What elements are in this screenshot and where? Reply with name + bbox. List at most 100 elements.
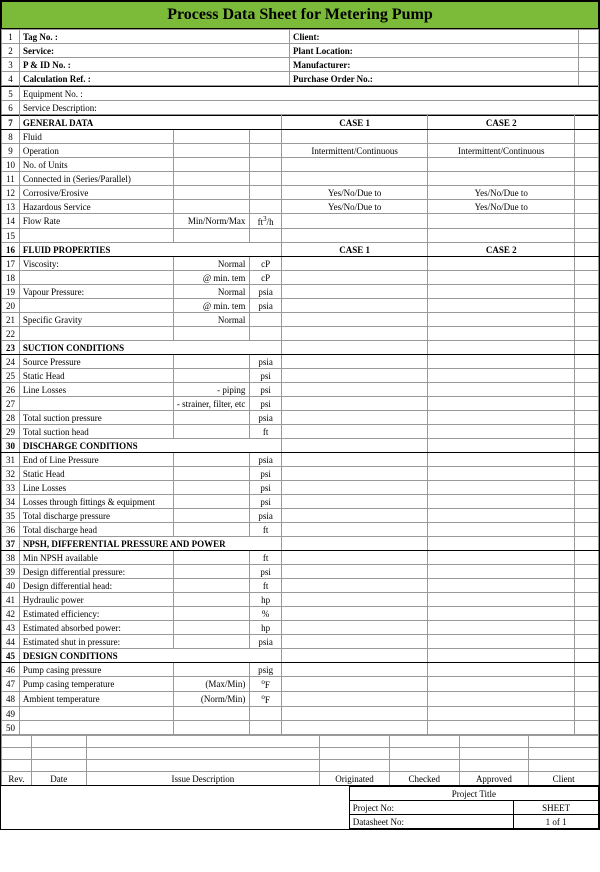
row-num: 19 xyxy=(2,285,20,299)
param-label: Ambient temperature xyxy=(19,692,173,707)
param-unit: hp xyxy=(250,621,281,635)
row-num: 11 xyxy=(2,172,20,186)
param-label: Operation xyxy=(19,144,173,158)
row-num: 20 xyxy=(2,299,20,313)
param-sub xyxy=(173,327,250,341)
case2-hdr: CASE 2 xyxy=(428,116,575,130)
param-label: End of Line Pressure xyxy=(19,453,173,467)
sheet-label: SHEET xyxy=(514,801,599,815)
project-no-label: Project No: xyxy=(349,801,513,815)
param-label: Hazardous Service xyxy=(19,200,173,214)
param-sub xyxy=(173,663,250,677)
param-unit xyxy=(250,200,281,214)
case2-val xyxy=(428,495,575,509)
param-unit: psia xyxy=(250,285,281,299)
case2-hdr xyxy=(428,649,575,663)
param-sub: Min/Norm/Max xyxy=(173,214,250,229)
param-unit: psi xyxy=(250,369,281,383)
row-num: 6 xyxy=(2,101,20,115)
sheet-page: 1 of 1 xyxy=(514,815,599,829)
param-label xyxy=(19,327,173,341)
case1-val: Intermittent/Continuous xyxy=(281,144,428,158)
section-title: NPSH, DIFFERENTIAL PRESSURE AND POWER xyxy=(19,537,281,551)
param-unit: cP xyxy=(250,257,281,271)
case2-val xyxy=(428,551,575,565)
param-sub xyxy=(173,130,250,144)
row-num: 10 xyxy=(2,158,20,172)
param-unit: psia xyxy=(250,355,281,369)
param-label: Flow Rate xyxy=(19,214,173,229)
case1-val: Yes/No/Due to xyxy=(281,200,428,214)
row-num: 28 xyxy=(2,411,20,425)
case1-val xyxy=(281,721,428,735)
param-sub xyxy=(173,593,250,607)
hdr-right: Manufacturer: xyxy=(290,58,579,72)
case1-val xyxy=(281,495,428,509)
case2-val xyxy=(428,299,575,313)
case1-hdr: CASE 1 xyxy=(281,243,428,257)
param-sub: @ min. tem xyxy=(173,299,250,313)
row-num: 46 xyxy=(2,663,20,677)
row-num: 13 xyxy=(2,200,20,214)
section-title: DISCHARGE CONDITIONS xyxy=(19,439,281,453)
param-label: Corrosive/Erosive xyxy=(19,186,173,200)
hdr-left: P & ID No. : xyxy=(20,58,290,72)
case2-val xyxy=(428,593,575,607)
param-sub: (Max/Min) xyxy=(173,677,250,692)
case2-val xyxy=(428,383,575,397)
row-num: 48 xyxy=(2,692,20,707)
param-label xyxy=(19,707,173,721)
param-label xyxy=(19,271,173,285)
case2-val xyxy=(428,411,575,425)
param-sub: (Norm/Min) xyxy=(173,692,250,707)
case2-val xyxy=(428,663,575,677)
param-unit xyxy=(250,229,281,243)
case2-val xyxy=(428,635,575,649)
param-sub: Normal xyxy=(173,313,250,327)
param-label: Vapour Pressure: xyxy=(19,285,173,299)
param-label: Total suction pressure xyxy=(19,411,173,425)
row-num: 14 xyxy=(2,214,20,229)
param-sub xyxy=(173,621,250,635)
case1-val xyxy=(281,158,428,172)
case1-val xyxy=(281,369,428,383)
row-num: 49 xyxy=(2,707,20,721)
equip-label: Equipment No. : xyxy=(20,87,599,101)
desc-col: Issue Description xyxy=(86,772,319,786)
case1-val xyxy=(281,285,428,299)
param-sub xyxy=(173,355,250,369)
case1-val xyxy=(281,565,428,579)
param-unit: ft xyxy=(250,425,281,439)
param-unit xyxy=(250,144,281,158)
case2-val xyxy=(428,509,575,523)
param-sub xyxy=(173,425,250,439)
param-label xyxy=(19,229,173,243)
param-label: Losses through fittings & equipment xyxy=(19,495,173,509)
case1-val xyxy=(281,425,428,439)
param-label: No. of Units xyxy=(19,158,173,172)
case2-val xyxy=(428,172,575,186)
param-label: Min NPSH available xyxy=(19,551,173,565)
param-label: Specific Gravity xyxy=(19,313,173,327)
param-unit: psig xyxy=(250,663,281,677)
param-sub xyxy=(173,481,250,495)
row-num: 36 xyxy=(2,523,20,537)
param-sub xyxy=(173,721,250,735)
param-unit xyxy=(250,172,281,186)
case1-val xyxy=(281,509,428,523)
param-unit: % xyxy=(250,607,281,621)
param-label: Line Losses xyxy=(19,383,173,397)
param-sub xyxy=(173,144,250,158)
param-unit: psi xyxy=(250,383,281,397)
row-num: 12 xyxy=(2,186,20,200)
case2-val xyxy=(428,214,575,229)
param-sub xyxy=(173,607,250,621)
param-label: Static Head xyxy=(19,467,173,481)
param-sub xyxy=(173,158,250,172)
case1-val xyxy=(281,257,428,271)
case2-val xyxy=(428,397,575,411)
case2-hdr xyxy=(428,341,575,355)
param-sub xyxy=(173,453,250,467)
datasheet-no-label: Datasheet No: xyxy=(349,815,513,829)
case1-val xyxy=(281,397,428,411)
